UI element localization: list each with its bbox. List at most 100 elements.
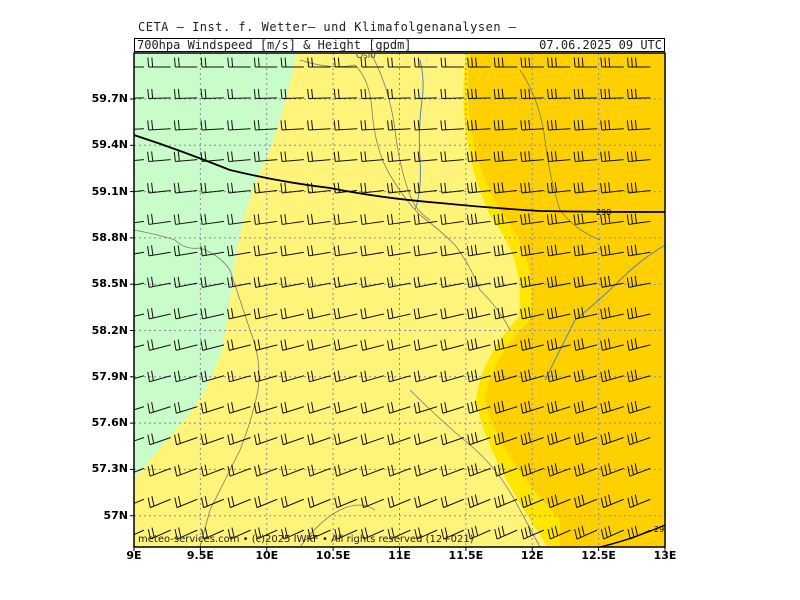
lat-label: 59.7N	[91, 92, 128, 105]
wind-barb	[413, 433, 438, 446]
wind-barb	[520, 307, 544, 320]
wind-barb	[520, 119, 544, 131]
wind-barb	[360, 307, 384, 320]
wind-barb	[546, 244, 571, 257]
wind-barb	[253, 339, 278, 351]
wind-barb	[413, 401, 438, 414]
wind-barb	[600, 88, 624, 99]
wind-barb	[134, 282, 145, 286]
wind-barb	[280, 464, 305, 477]
wind-barb	[600, 307, 624, 320]
wind-barb	[520, 244, 544, 257]
wind-barb	[600, 275, 624, 288]
wind-barb	[387, 57, 411, 68]
wind-barb	[227, 151, 251, 162]
wind-barb	[547, 432, 571, 446]
wind-barb	[200, 88, 224, 99]
wind-barb	[280, 182, 304, 194]
wind-barb	[600, 369, 624, 383]
wind-barb	[387, 401, 411, 414]
wind-barb	[600, 525, 624, 540]
wind-barb	[227, 496, 251, 509]
wind-barb	[494, 525, 518, 540]
wind-barb	[493, 213, 518, 225]
wind-barb	[227, 307, 251, 320]
wind-barb	[333, 307, 358, 320]
wind-barb	[546, 338, 571, 351]
wind-barb	[466, 151, 491, 162]
wind-barb	[466, 213, 491, 225]
wind-barb	[627, 432, 651, 446]
wind-barb	[413, 370, 438, 383]
wind-barb	[360, 88, 384, 99]
wind-barb	[547, 400, 571, 414]
wind-barb	[626, 213, 651, 225]
wind-barb	[227, 433, 251, 446]
wind-barb	[386, 276, 411, 288]
wind-barb	[134, 406, 145, 411]
product-name: 700hpa_Windspeed_[m/s]_&_Height_[gpdm]	[137, 38, 412, 52]
wind-barb	[387, 464, 411, 477]
wind-barb	[254, 433, 278, 446]
lat-label: 59.1N	[91, 184, 128, 198]
wind-barb	[333, 120, 358, 131]
wind-barb	[280, 401, 305, 414]
wind-barb	[467, 463, 491, 477]
wind-barb	[493, 463, 518, 477]
lat-label: 58.2N	[91, 323, 128, 337]
wind-barb	[386, 307, 411, 320]
wind-barb	[520, 88, 544, 99]
wind-barb	[600, 119, 624, 131]
wind-barb	[467, 88, 491, 99]
wind-barb	[280, 245, 304, 257]
wind-barb	[520, 525, 544, 540]
wind-barb	[174, 464, 198, 477]
wind-barb	[493, 307, 518, 320]
wind-barb	[360, 57, 384, 68]
wind-barb	[253, 276, 278, 288]
wind-barb	[253, 370, 278, 383]
wind-barb	[493, 151, 518, 162]
wind-barb	[280, 496, 305, 509]
wind-barb	[626, 119, 651, 131]
wind-barb	[134, 159, 145, 161]
wind-barb	[307, 151, 331, 162]
wind-barb	[600, 463, 624, 477]
wind-barb	[467, 400, 491, 414]
wind-barb	[573, 151, 598, 162]
wind-barb	[360, 214, 384, 225]
wind-barb	[440, 370, 464, 383]
wind-barb	[573, 57, 598, 68]
wind-barb	[307, 527, 331, 540]
wind-barb	[307, 401, 331, 414]
wind-barb	[387, 433, 411, 446]
wind-barb	[280, 214, 304, 225]
wind-barb	[467, 57, 491, 68]
wind-barb	[520, 432, 544, 446]
wind-barb	[280, 307, 305, 320]
wind-barb	[466, 275, 491, 288]
wind-barb	[147, 433, 171, 446]
wind-barb	[134, 498, 145, 504]
wind-barb	[227, 245, 251, 257]
wind-barb	[467, 369, 491, 383]
wind-barb	[147, 401, 171, 414]
wind-barb	[147, 245, 171, 257]
city-label-oslo: Oslo	[356, 51, 376, 61]
wind-barb	[520, 400, 544, 414]
wind-barb	[413, 88, 438, 99]
wind-barb	[493, 432, 518, 446]
wind-barb	[360, 182, 384, 194]
wind-barb	[334, 527, 358, 540]
wind-barb	[600, 213, 624, 225]
wind-barb	[573, 400, 598, 414]
lat-label: 57.9N	[91, 369, 128, 383]
wind-barb	[173, 339, 198, 351]
wind-barb	[360, 464, 385, 477]
wind-barb	[173, 276, 198, 288]
wind-barb	[307, 496, 331, 509]
wind-barb	[200, 433, 225, 446]
wind-barb	[307, 57, 331, 68]
wind-barb	[134, 313, 145, 317]
wind-barb	[254, 527, 278, 540]
